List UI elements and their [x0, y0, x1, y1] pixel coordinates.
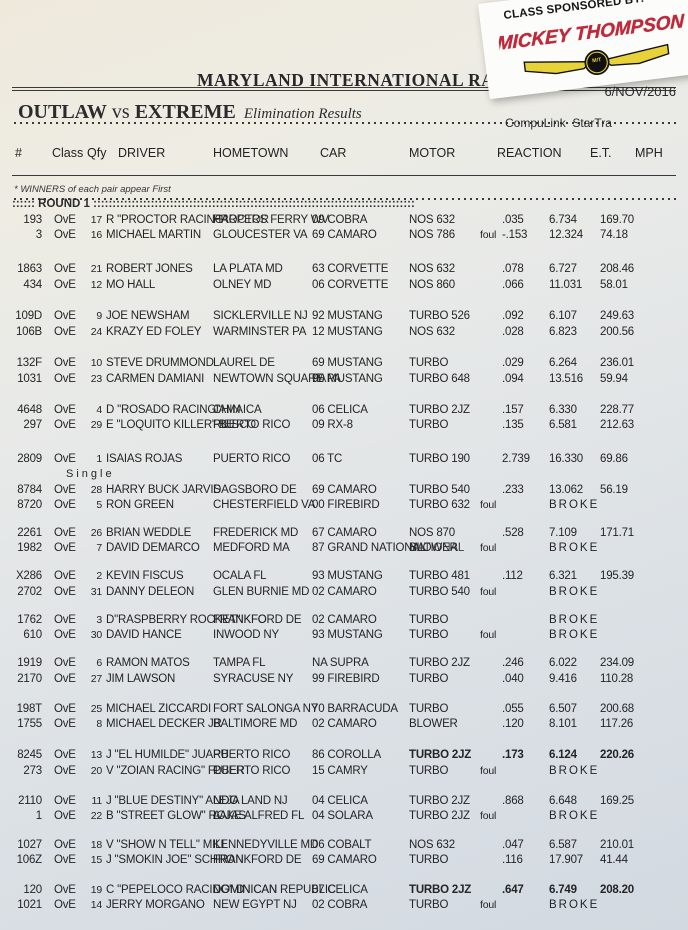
- svg-text:M/T: M/T: [592, 57, 603, 64]
